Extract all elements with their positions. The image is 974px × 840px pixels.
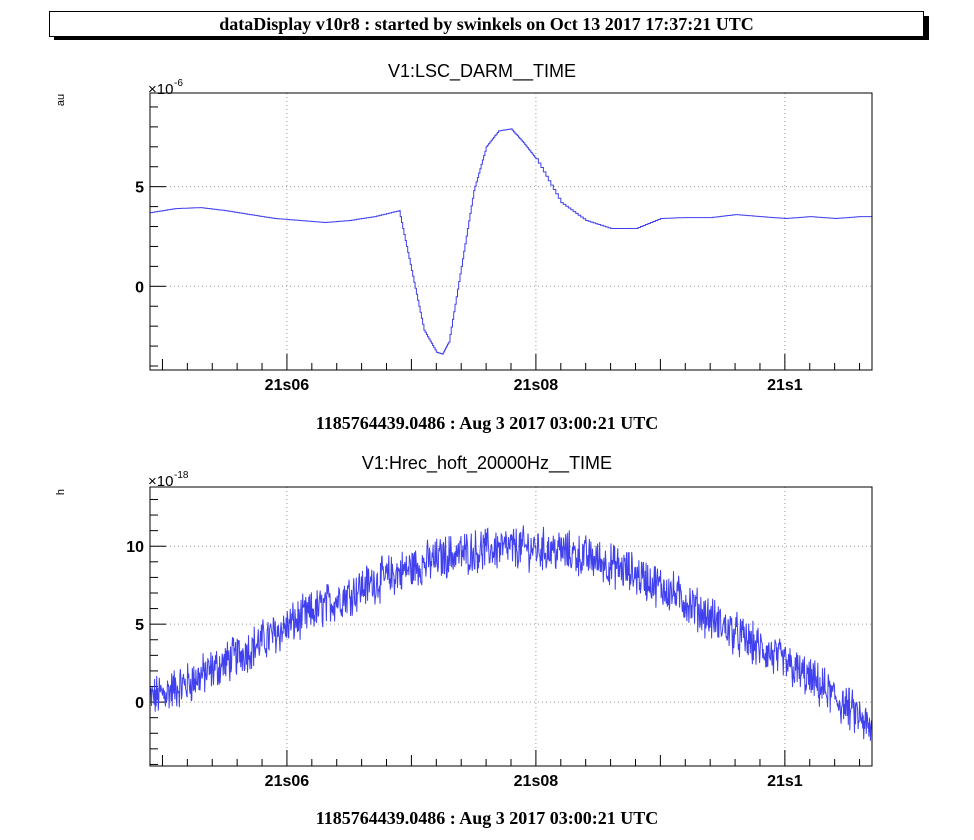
darm-chart: V1:LSC_DARM__TIME au ×10 -6 21s06 21s08 21… (55, 61, 873, 433)
series-line (149, 525, 873, 741)
x-tick-label: 21s1 (767, 773, 803, 790)
y-exponent-base: ×10 (148, 473, 173, 490)
x-axis-label: 1185764439.0486 : Aug 3 2017 03:00:21 UT… (316, 808, 659, 828)
plot-frame (149, 486, 873, 767)
x-axis-label: 1185764439.0486 : Aug 3 2017 03:00:21 UT… (316, 413, 659, 433)
y-tick-label: 0 (135, 279, 144, 296)
y-tick-label: 0 (135, 695, 144, 712)
chart-title: V1:LSC_DARM__TIME (388, 61, 576, 82)
plot-frame (149, 92, 873, 371)
y-tick-label: 5 (135, 617, 144, 634)
hrec-chart: V1:Hrec_hoft_20000Hz__TIME h ×10 -18 21s… (55, 453, 873, 828)
y-axis-label: h (55, 489, 67, 495)
y-exponent-power: -18 (174, 470, 189, 481)
x-tick-label: 21s08 (514, 773, 559, 790)
y-axis-label: au (55, 94, 67, 106)
x-tick-label: 21s06 (265, 377, 310, 394)
y-tick-label: 5 (135, 180, 144, 197)
y-exponent-base: ×10 (148, 81, 173, 98)
header-title: dataDisplay v10r8 : started by swinkels … (49, 11, 924, 37)
x-tick-label: 21s08 (514, 377, 559, 394)
x-tick-label: 21s1 (767, 377, 803, 394)
y-exponent-power: -6 (174, 78, 183, 89)
chart-title: V1:Hrec_hoft_20000Hz__TIME (362, 453, 612, 474)
x-tick-label: 21s06 (265, 773, 310, 790)
y-tick-label: 10 (126, 539, 144, 556)
series-line (150, 128, 872, 355)
